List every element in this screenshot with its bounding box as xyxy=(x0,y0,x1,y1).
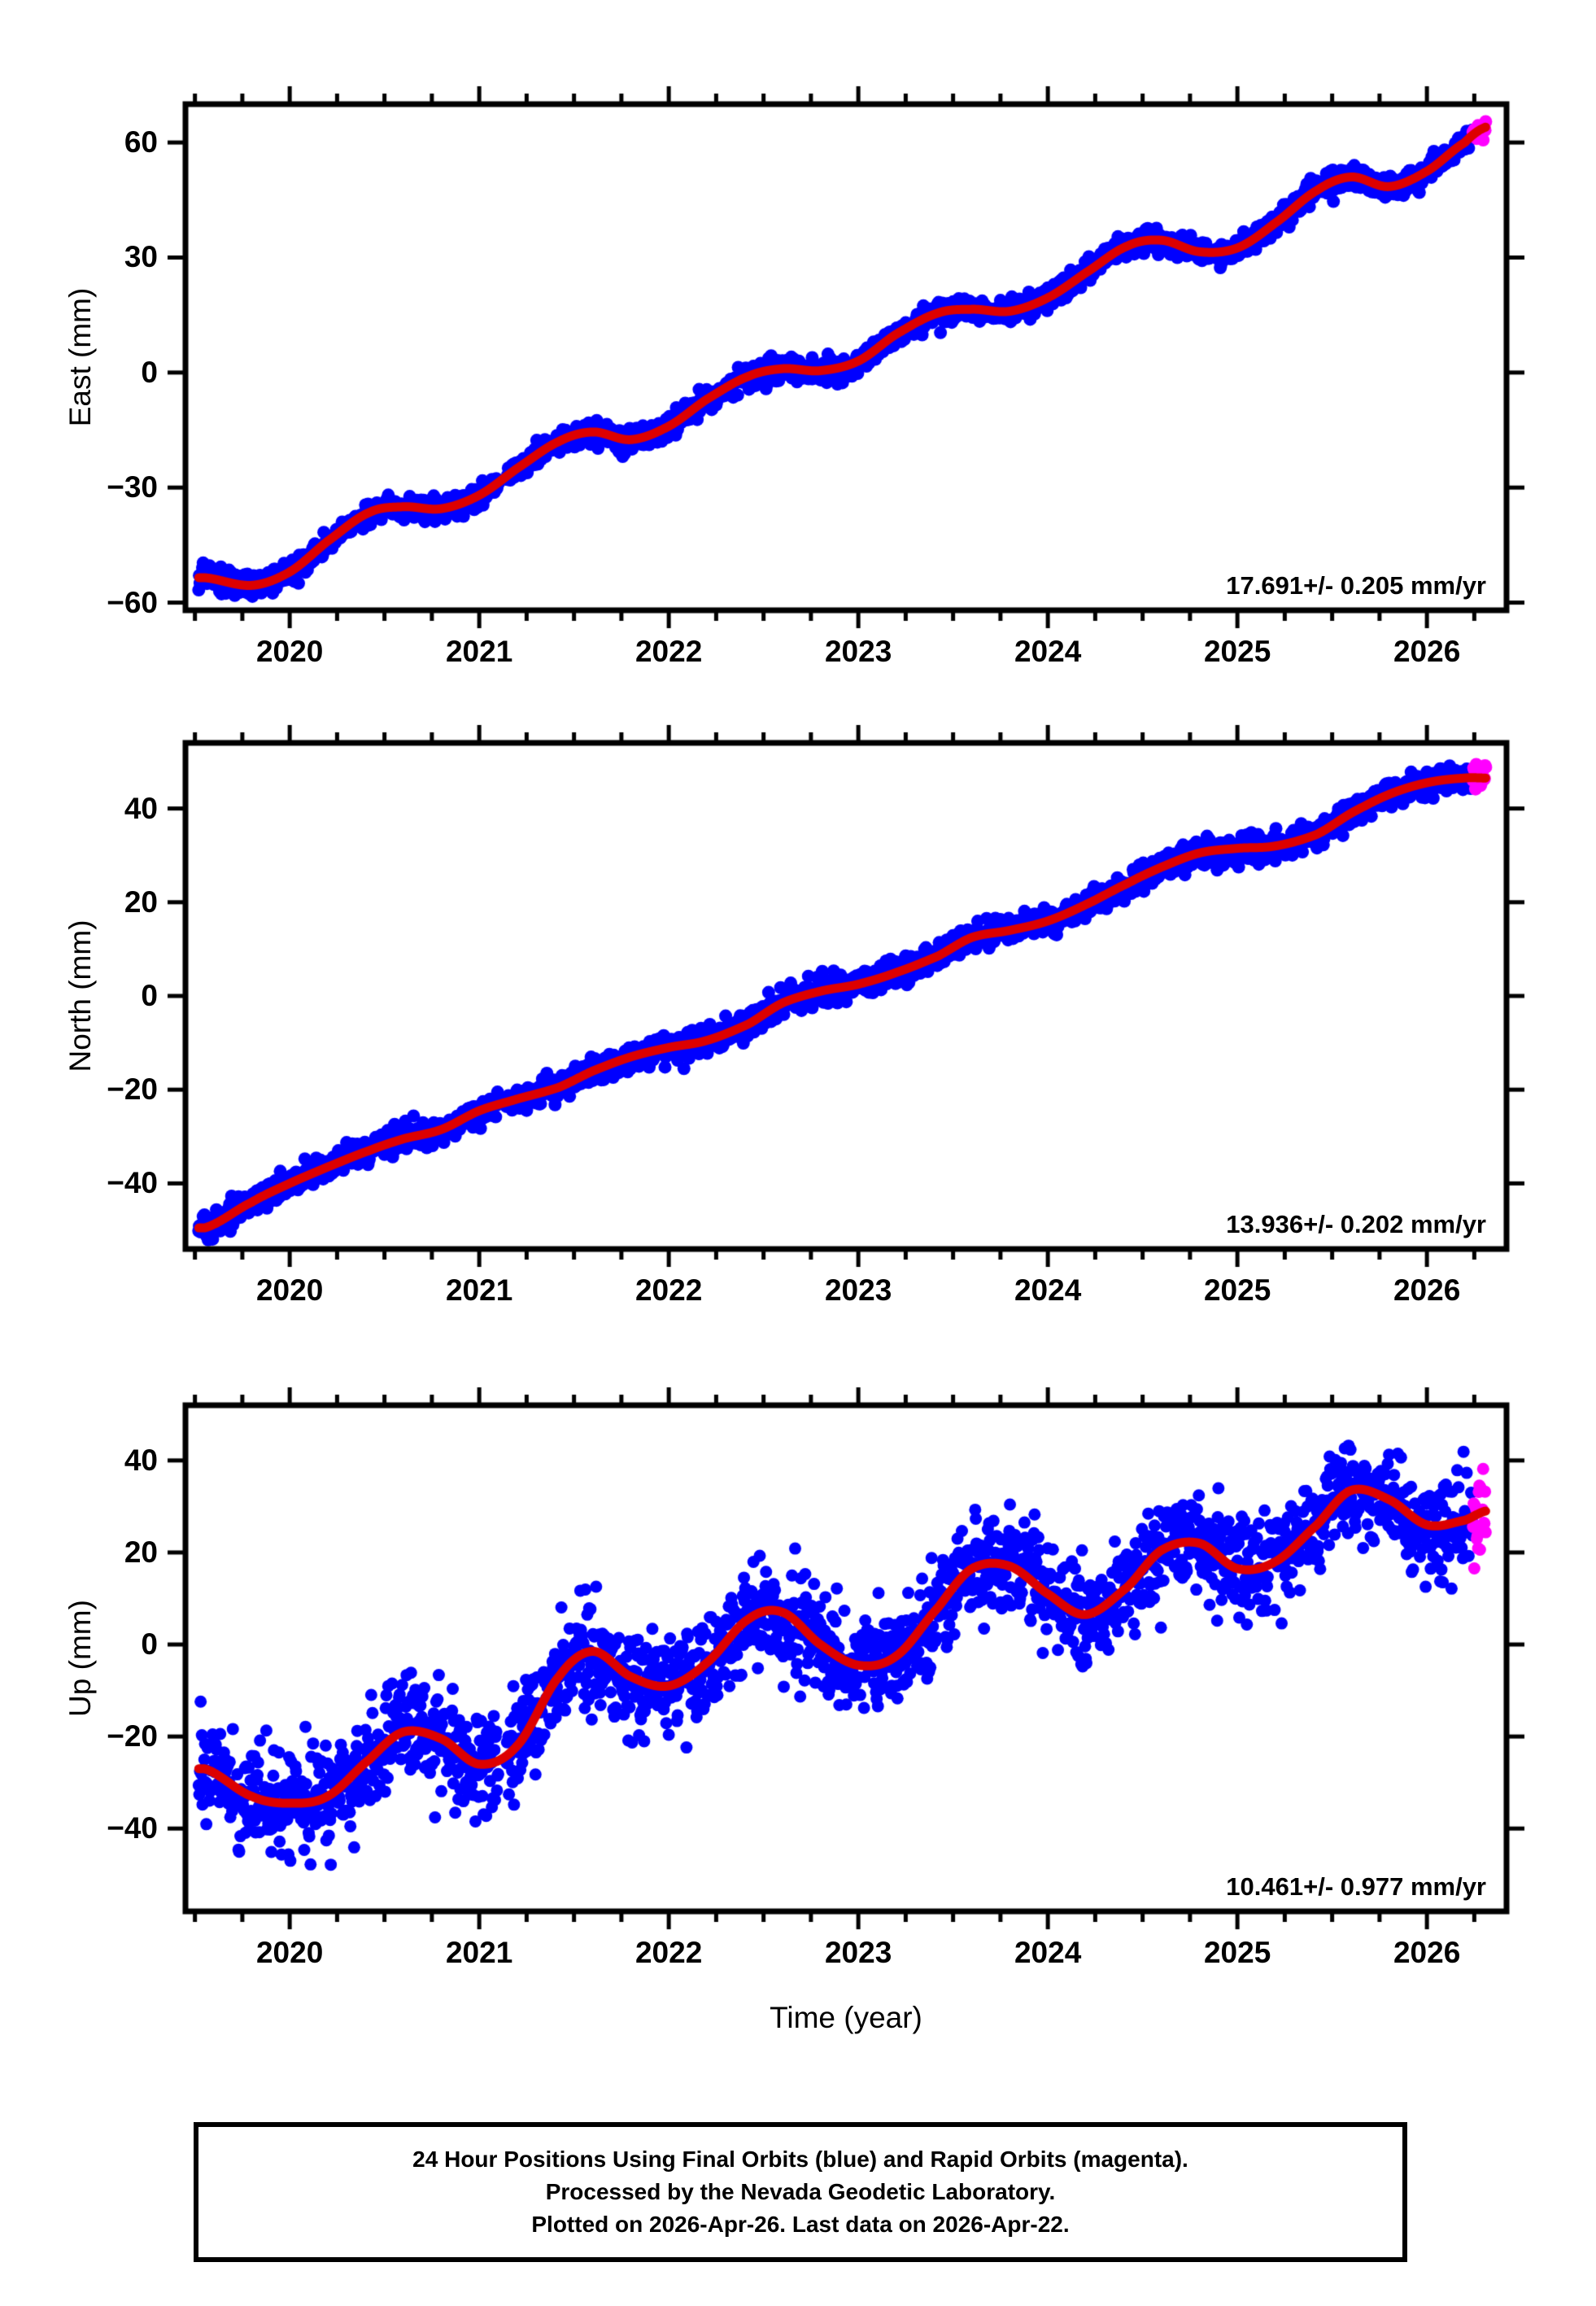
x-tick-label-north-1: 2021 xyxy=(445,1273,513,1307)
y-axis-label-east: East (mm) xyxy=(63,287,97,427)
x-tick-label-east-0: 2020 xyxy=(255,635,324,668)
y-tick-label-east-0: −60 xyxy=(107,585,158,619)
caption-line-2: Processed by the Nevada Geodetic Laborat… xyxy=(545,2179,1056,2205)
y-tick-label-up-1: −20 xyxy=(107,1719,158,1754)
y-tick-label-east-1: −30 xyxy=(107,470,158,504)
y-tick-label-up-3: 20 xyxy=(124,1535,158,1569)
x-tick-label-north-2: 2022 xyxy=(634,1273,703,1307)
y-tick-label-north-1: −20 xyxy=(107,1072,158,1107)
y-tick-label-north-4: 40 xyxy=(124,791,158,825)
y-tick-label-east-4: 60 xyxy=(124,125,158,159)
caption-box: 24 Hour Positions Using Final Orbits (bl… xyxy=(194,2122,1407,2262)
y-tick-label-north-2: 0 xyxy=(141,979,158,1012)
x-tick-label-up-5: 2025 xyxy=(1203,1936,1271,1969)
x-tick-label-east-6: 2026 xyxy=(1393,635,1461,668)
x-tick-label-north-5: 2025 xyxy=(1203,1273,1271,1307)
x-tick-label-up-0: 2020 xyxy=(255,1936,324,1969)
y-axis-label-north: North (mm) xyxy=(63,919,97,1072)
x-tick-label-east-1: 2021 xyxy=(445,635,513,668)
x-axis-label: Time (year) xyxy=(770,2001,922,2034)
y-tick-label-north-3: 20 xyxy=(124,884,158,919)
x-tick-label-up-1: 2021 xyxy=(445,1936,513,1969)
y-tick-label-up-4: 40 xyxy=(124,1443,158,1477)
x-tick-label-east-3: 2023 xyxy=(824,635,892,668)
caption-line-1: 24 Hour Positions Using Final Orbits (bl… xyxy=(412,2147,1188,2173)
x-tick-label-up-4: 2024 xyxy=(1014,1936,1082,1969)
rate-annotation-east: 17.691+/- 0.205 mm/yr xyxy=(1226,571,1486,600)
x-tick-label-up-3: 2023 xyxy=(824,1936,892,1969)
x-tick-label-north-0: 2020 xyxy=(255,1273,324,1307)
y-tick-label-up-0: −40 xyxy=(107,1811,158,1845)
x-tick-label-north-4: 2024 xyxy=(1014,1273,1082,1307)
x-tick-label-up-2: 2022 xyxy=(634,1936,703,1969)
rate-annotation-up: 10.461+/- 0.977 mm/yr xyxy=(1226,1872,1486,1901)
x-tick-label-north-3: 2023 xyxy=(824,1273,892,1307)
x-tick-label-east-2: 2022 xyxy=(634,635,703,668)
y-axis-label-up: Up (mm) xyxy=(63,1600,97,1717)
y-tick-label-east-3: 30 xyxy=(124,240,158,274)
rate-annotation-north: 13.936+/- 0.202 mm/yr xyxy=(1226,1210,1486,1238)
y-tick-label-north-0: −40 xyxy=(107,1166,158,1200)
x-tick-label-east-5: 2025 xyxy=(1203,635,1271,668)
caption-line-3: Plotted on 2026-Apr-26. Last data on 202… xyxy=(531,2211,1070,2237)
x-tick-label-east-4: 2024 xyxy=(1014,635,1082,668)
y-tick-label-up-2: 0 xyxy=(141,1627,158,1662)
x-tick-label-up-6: 2026 xyxy=(1393,1936,1461,1969)
x-tick-label-north-6: 2026 xyxy=(1393,1273,1461,1307)
y-tick-label-east-2: 0 xyxy=(141,355,158,389)
